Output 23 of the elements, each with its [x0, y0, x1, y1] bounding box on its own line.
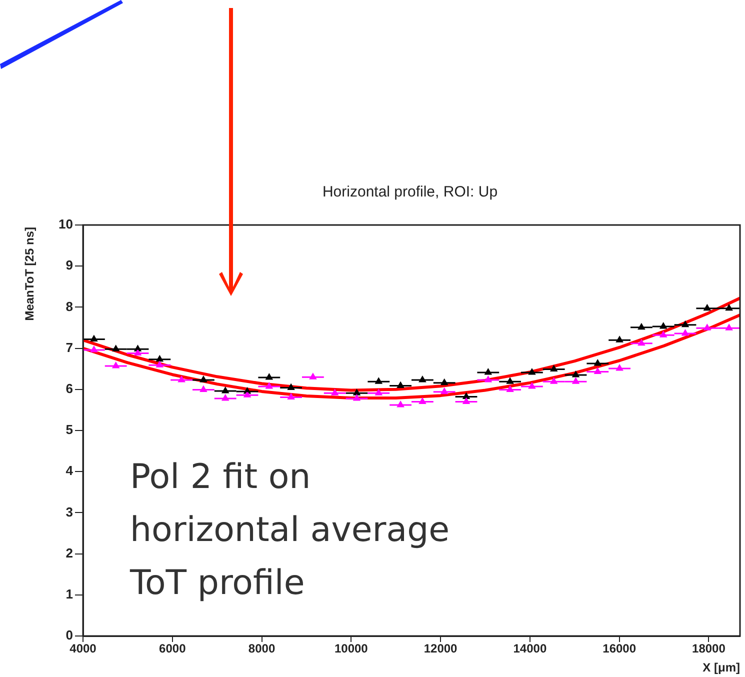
- chart-title: Horizontal profile, ROI: Up: [322, 184, 498, 201]
- y-tick-label: 4: [66, 463, 74, 478]
- y-tick-label: 5: [66, 422, 73, 438]
- x-tick-label: 12000: [424, 642, 458, 656]
- y-tick-label: 6: [66, 380, 73, 396]
- y-tick-label: 0: [66, 628, 73, 643]
- x-tick-label: 10000: [334, 642, 368, 656]
- y-tick-label: 8: [66, 298, 73, 314]
- annotation: Pol 2 fit on horizontal average ToT profile: [129, 457, 450, 603]
- x-tick-label: 8000: [248, 642, 276, 656]
- x-axis-title: X [μm]: [702, 660, 740, 674]
- x-tick-label: 16000: [602, 642, 636, 656]
- y-tick-label: 7: [66, 340, 73, 355]
- y-tick-label: 9: [66, 258, 73, 273]
- x-tick-label: 6000: [159, 642, 186, 656]
- y-tick-label: 3: [66, 504, 73, 520]
- y-tick-label: 1: [66, 586, 73, 602]
- x-tick-label: 14000: [513, 642, 547, 656]
- x-tick-label: 4000: [70, 642, 97, 656]
- y-tick-label: 10: [58, 216, 73, 232]
- y-tick-label: 2: [66, 545, 73, 560]
- x-tick-label: 18000: [692, 642, 726, 656]
- y-axis-title: MeanToT [25 ns]: [22, 227, 36, 321]
